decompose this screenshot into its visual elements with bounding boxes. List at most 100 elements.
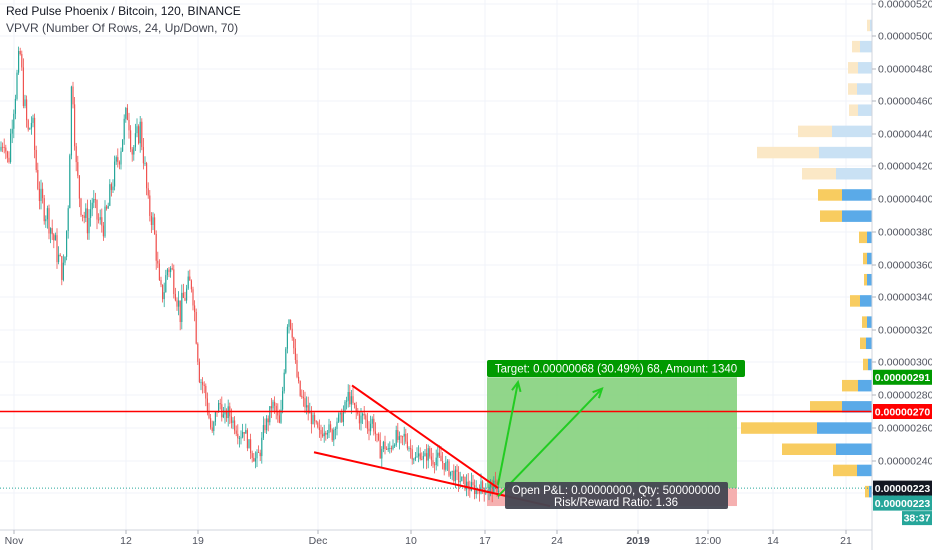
candle-body xyxy=(5,147,7,152)
candle-body xyxy=(478,490,480,494)
candle-body xyxy=(197,343,199,362)
candle-body xyxy=(494,480,496,482)
wedge-upper-line xyxy=(351,384,499,489)
candle-body xyxy=(451,470,453,472)
pnl-text: Open P&L: 0.00000000, Qty: 500000000 xyxy=(512,485,720,497)
candle-body xyxy=(254,458,256,462)
vpvr-up-bar xyxy=(819,146,872,159)
candle-body xyxy=(42,188,44,199)
vpvr-up-bar xyxy=(869,485,872,498)
candle-body xyxy=(53,234,55,241)
time-tick-label: Nov xyxy=(5,535,24,547)
price-tick-label: 0.00000360 xyxy=(878,260,932,272)
candle-body xyxy=(162,284,164,300)
candle-body xyxy=(106,206,108,209)
candle-body xyxy=(400,436,402,437)
vpvr-down-bar xyxy=(852,40,860,53)
vpvr-down-bar xyxy=(864,273,867,286)
vpvr-down-bar xyxy=(802,168,836,180)
candle-body xyxy=(418,453,420,457)
price-tick-label: 0.00000520 xyxy=(878,0,932,11)
candle-body xyxy=(301,395,303,397)
candle-body xyxy=(102,225,104,237)
candle-body xyxy=(112,186,114,191)
candle-body xyxy=(469,488,471,491)
candle-body xyxy=(147,188,149,196)
candle-body xyxy=(235,430,237,434)
candle-body xyxy=(88,217,90,234)
vpvr-up-bar xyxy=(836,168,872,180)
candle-body xyxy=(274,401,276,406)
candle-body xyxy=(99,217,101,220)
candle-body xyxy=(374,431,376,434)
candle-body xyxy=(285,348,287,373)
candle-body xyxy=(349,392,351,405)
candle-body xyxy=(414,457,416,460)
countdown-label: 38:37 xyxy=(904,513,931,525)
candle-body xyxy=(498,490,500,492)
candle-body xyxy=(275,405,277,412)
candle-body xyxy=(37,169,39,189)
candle-body xyxy=(290,319,292,329)
candle-body xyxy=(360,415,362,424)
price-tick-label: 0.00000320 xyxy=(878,325,932,337)
candle-body xyxy=(2,146,4,148)
candle-body xyxy=(101,217,103,226)
candle-body xyxy=(250,439,252,454)
candle-body xyxy=(304,398,306,408)
candle-body xyxy=(190,280,192,290)
time-tick-label: 17 xyxy=(479,535,491,547)
candle-body xyxy=(461,476,463,482)
candle-body xyxy=(173,269,175,294)
candle-body xyxy=(294,348,296,360)
indicator-legend[interactable]: VPVR (Number Of Rows, 24, Up/Down, 70) xyxy=(6,21,239,35)
candle-body xyxy=(315,421,317,423)
candle-body xyxy=(234,420,236,431)
candle-body xyxy=(125,107,127,119)
candle-body xyxy=(67,208,69,231)
candle-body xyxy=(325,432,327,435)
candle-body xyxy=(14,98,16,114)
candle-body xyxy=(240,437,242,439)
candle-body xyxy=(226,411,228,419)
candle-body xyxy=(152,217,154,225)
pnl-label-bg xyxy=(505,482,728,509)
candle-body xyxy=(261,437,263,457)
candle-body xyxy=(429,448,431,457)
candle-body xyxy=(347,392,349,401)
target-label: Target: 0.00000068 (30.49%) 68, Amount: … xyxy=(487,360,745,377)
candle-body xyxy=(144,163,146,164)
candle-body xyxy=(22,67,24,106)
price-tick-label: 0.00000380 xyxy=(878,227,932,239)
vpvr-down-bar xyxy=(860,337,866,350)
candle-body xyxy=(413,459,415,461)
candle-body xyxy=(422,455,424,460)
vpvr-up-bar xyxy=(832,125,872,138)
candle-body xyxy=(141,121,143,148)
candle-body xyxy=(24,99,26,106)
candle-body xyxy=(38,188,40,201)
candle-body xyxy=(160,280,162,285)
candle-body xyxy=(165,275,167,293)
vpvr-up-bar xyxy=(857,464,872,477)
candle-body xyxy=(32,117,34,123)
candle-body xyxy=(21,54,23,68)
time-axis[interactable]: Nov 12 19 Dec 10 17 24 2019 12:00 14 21 xyxy=(0,529,872,547)
vpvr-down-bar xyxy=(859,231,867,244)
candle-body xyxy=(179,300,181,322)
candle-body xyxy=(362,413,364,416)
candle-body xyxy=(34,117,36,151)
candle-body xyxy=(253,457,255,462)
price-tick-label: 0.00000240 xyxy=(878,456,932,468)
candle-body xyxy=(174,293,176,301)
candle-body xyxy=(262,425,264,438)
candle-body xyxy=(133,147,135,155)
candle-body xyxy=(18,51,20,73)
candle-body xyxy=(398,436,400,440)
vpvr-up-bar xyxy=(858,379,872,392)
candle-body xyxy=(403,433,405,437)
entry-price-label: 0.00000223 xyxy=(875,483,931,495)
candle-body xyxy=(178,300,180,307)
